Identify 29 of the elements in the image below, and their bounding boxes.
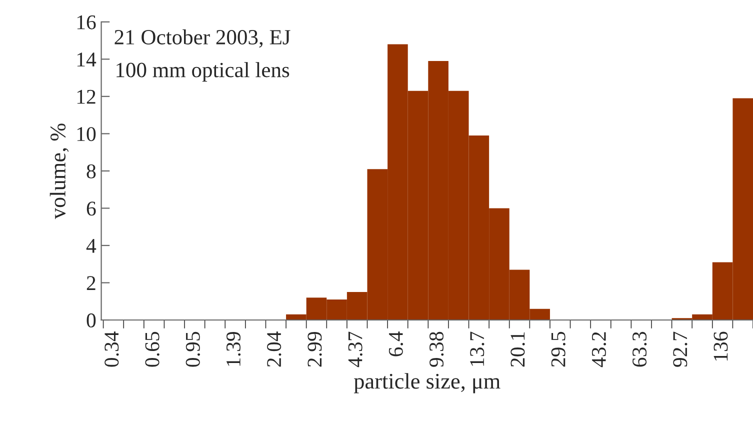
y-tick-label: 8 [86, 164, 96, 178]
y-tick-label: 4 [86, 238, 96, 253]
x-tick-label: 9.38 [429, 332, 444, 367]
annotation: 21 October 2003, EJ [114, 29, 290, 48]
y-tick-label: 16 [77, 15, 96, 30]
x-tick-label: 0.34 [104, 331, 119, 367]
x-tick-label: 2.04 [267, 331, 282, 367]
y-axis-title: volume, % [50, 124, 69, 220]
x-tick-label: 4.37 [348, 332, 362, 368]
y-tick-label: 12 [77, 90, 96, 104]
y-tick-label: 2 [86, 276, 96, 290]
x-tick-label: 20.1 [510, 332, 525, 367]
x-tick-label: 13.7 [470, 332, 484, 366]
x-tick-label: 43.2 [592, 332, 606, 368]
y-tick-label: 14 [77, 52, 96, 66]
y-tick-label: 10 [77, 127, 96, 142]
x-tick-label: 6.4 [388, 331, 404, 356]
x-tick-label: 1.39 [226, 332, 241, 366]
x-tick-label: 63.3 [632, 332, 647, 367]
x-tick-label: 136 [714, 332, 728, 361]
x-tick-label: 0.65 [145, 332, 160, 367]
x-tick-label: 29.5 [551, 332, 566, 367]
y-tick-label: 0 [86, 313, 96, 328]
x-axis-title: particle size, μm [354, 373, 500, 394]
y-tick-label: 6 [86, 202, 96, 216]
annotation: 100 mm optical lens [116, 62, 290, 82]
x-tick-label: 0.95 [186, 332, 200, 367]
x-tick-label: 92.7 [673, 332, 688, 367]
x-tick-label: 2.99 [308, 332, 322, 367]
